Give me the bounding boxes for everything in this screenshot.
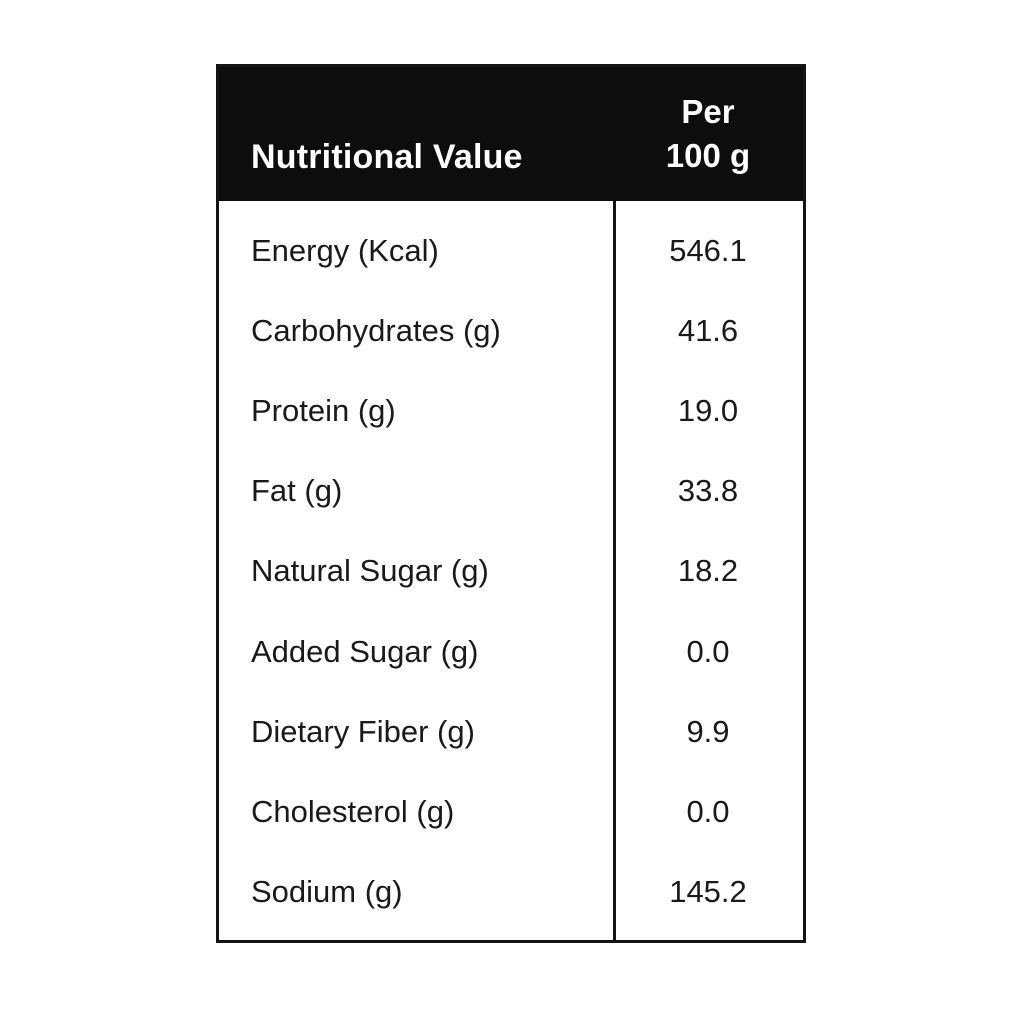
table-row: Cholesterol (g) 0.0 [219,772,803,852]
table-rows: Energy (Kcal) 546.1 Carbohydrates (g) 41… [219,201,803,940]
row-value: 0.0 [686,793,730,829]
row-value: 19.0 [677,393,739,429]
table-row: Energy (Kcal) 546.1 [219,211,803,291]
header-per-column: Per 100 g [613,90,803,177]
row-value: 9.9 [686,713,730,749]
header-per-line1: Per [681,93,735,131]
table-row: Fat (g) 33.8 [219,451,803,531]
row-label: Fat (g) [251,473,343,509]
table-row: Added Sugar (g) 0.0 [219,612,803,692]
header-title: Nutritional Value [251,138,523,176]
table-body: Energy (Kcal) 546.1 Carbohydrates (g) 41… [219,201,803,940]
header-per-line2: 100 g [665,137,751,174]
table-header: Nutritional Value Per 100 g [219,67,803,201]
row-label: Energy (Kcal) [251,233,439,269]
row-label: Natural Sugar (g) [251,553,489,589]
row-label: Protein (g) [251,393,396,429]
row-value: 33.8 [677,473,739,509]
table-row: Dietary Fiber (g) 9.9 [219,692,803,772]
table-row: Carbohydrates (g) 41.6 [219,291,803,371]
row-value: 145.2 [669,873,747,909]
column-divider [613,201,616,940]
row-label: Dietary Fiber (g) [251,713,475,749]
row-value: 0.0 [686,633,730,669]
nutrition-table: Nutritional Value Per 100 g Energy (Kcal… [216,64,806,943]
row-value: 18.2 [677,553,739,589]
table-row: Sodium (g) 145.2 [219,852,803,932]
row-value: 41.6 [677,313,739,349]
row-label: Added Sugar (g) [251,633,479,669]
row-label: Sodium (g) [251,873,403,909]
row-value: 546.1 [669,233,747,269]
table-row: Natural Sugar (g) 18.2 [219,531,803,611]
table-row: Protein (g) 19.0 [219,371,803,451]
row-label: Carbohydrates (g) [251,313,501,349]
row-label: Cholesterol (g) [251,793,455,829]
